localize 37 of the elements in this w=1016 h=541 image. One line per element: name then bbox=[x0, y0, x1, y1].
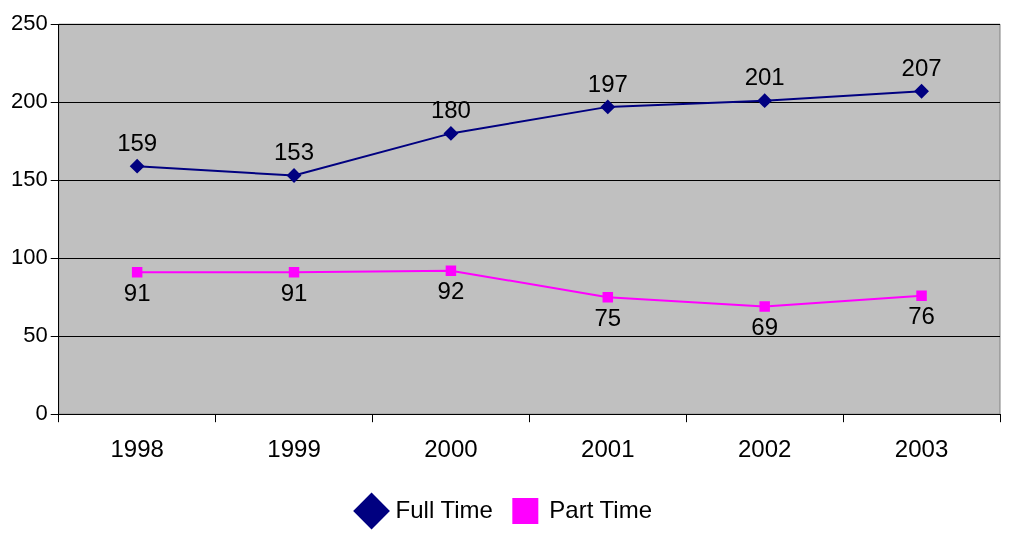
data-label: 69 bbox=[751, 313, 779, 341]
point bbox=[287, 168, 302, 183]
y-tick-label: 250 bbox=[10, 10, 48, 36]
data-label: 201 bbox=[744, 63, 785, 91]
x-tick-label: 2002 bbox=[737, 435, 792, 463]
point bbox=[445, 265, 457, 276]
y-tick-label: 200 bbox=[10, 88, 48, 114]
point bbox=[757, 93, 772, 108]
x-tick-label: 2003 bbox=[894, 435, 949, 463]
point bbox=[288, 267, 300, 278]
y-tick-label: 50 bbox=[23, 322, 48, 348]
y-tick-label: 100 bbox=[10, 244, 48, 270]
point bbox=[914, 84, 929, 99]
data-label: 91 bbox=[280, 278, 308, 306]
y-tick-label: 0 bbox=[35, 400, 48, 426]
point bbox=[759, 301, 770, 312]
point bbox=[916, 290, 927, 301]
data-label: 92 bbox=[437, 277, 465, 305]
x-tick-label: 2001 bbox=[581, 435, 635, 463]
data-label: 197 bbox=[587, 69, 628, 97]
point bbox=[131, 267, 143, 278]
data-label: 76 bbox=[908, 302, 935, 330]
point bbox=[443, 126, 458, 141]
legend-label: Part Time bbox=[549, 495, 653, 523]
data-label: 91 bbox=[123, 278, 151, 306]
legend-label: Full Time bbox=[395, 495, 493, 523]
data-label: 153 bbox=[274, 138, 315, 166]
data-label: 207 bbox=[901, 53, 942, 81]
point bbox=[602, 291, 614, 303]
x-tick-label: 2000 bbox=[424, 435, 478, 463]
point bbox=[130, 159, 145, 174]
data-label: 159 bbox=[117, 128, 158, 156]
y-tick-label: 150 bbox=[10, 166, 48, 192]
data-label: 75 bbox=[594, 303, 622, 331]
x-tick-label: 1999 bbox=[267, 435, 321, 463]
point bbox=[600, 99, 615, 114]
x-tick-label: 1998 bbox=[110, 435, 164, 463]
